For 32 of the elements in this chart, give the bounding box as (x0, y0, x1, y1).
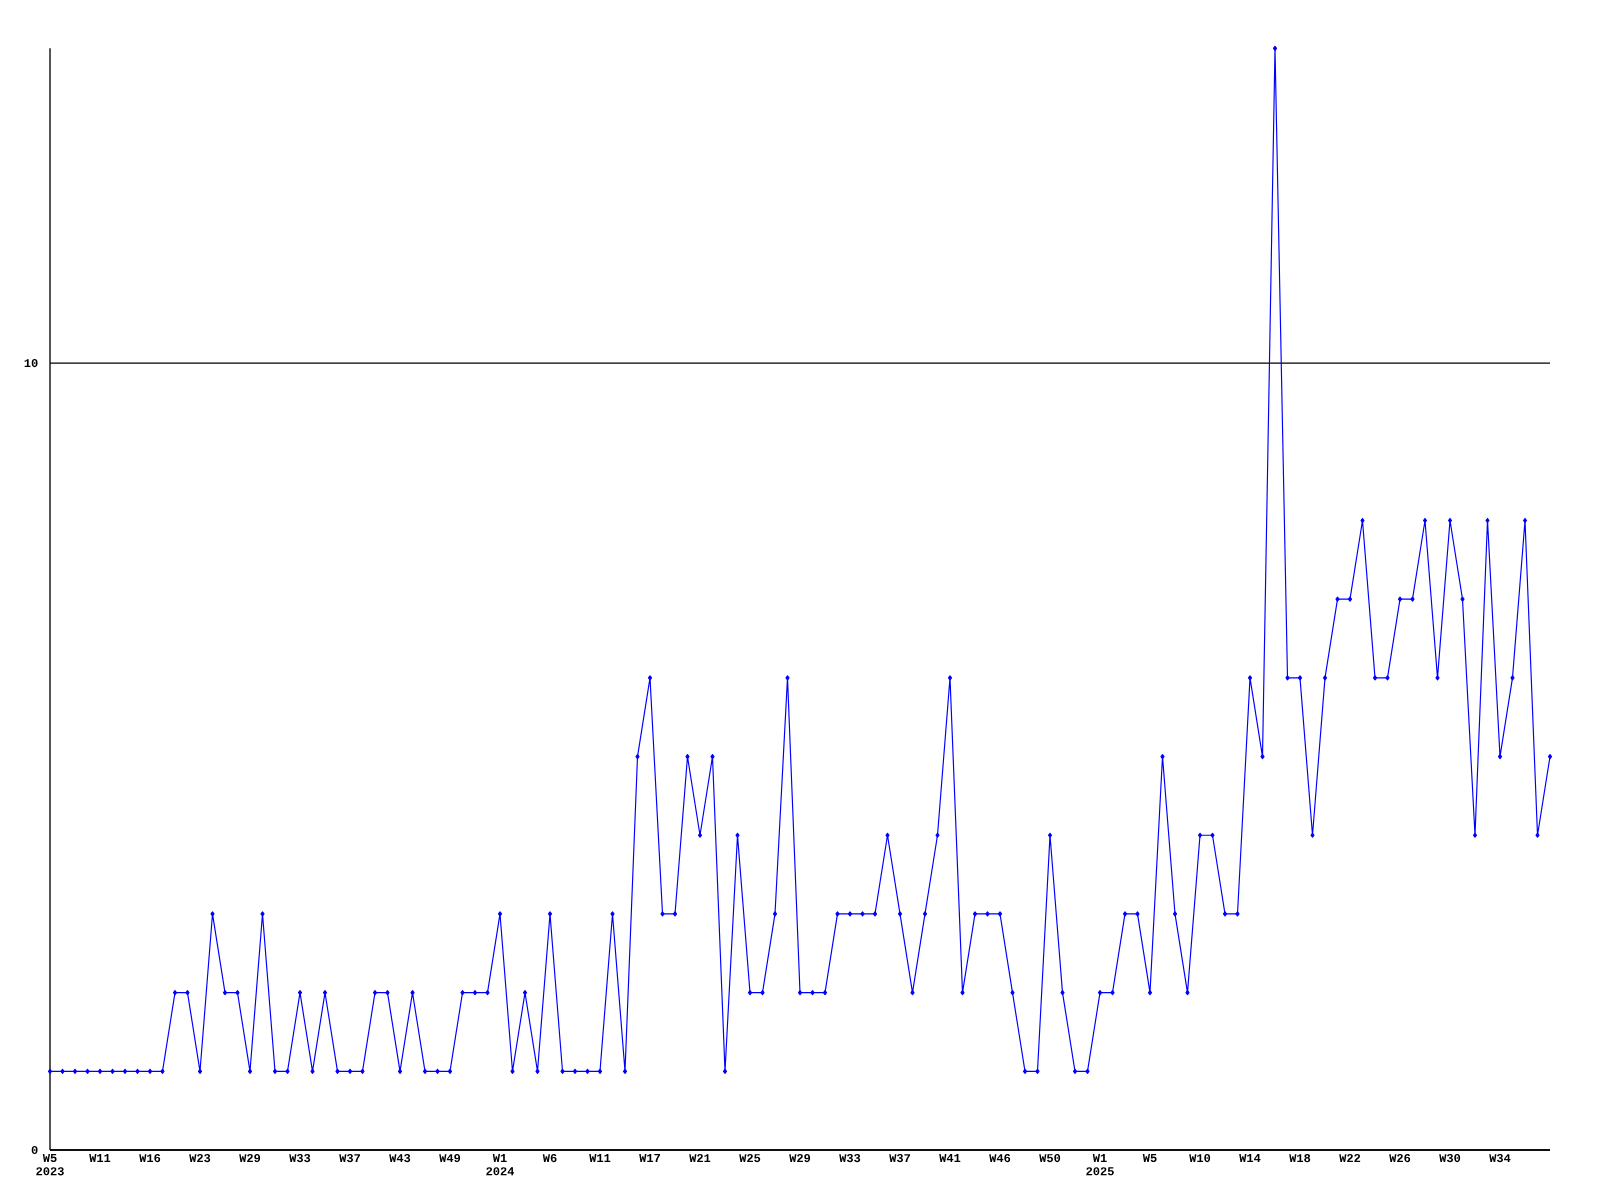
x-tick-label: W22 (1339, 1153, 1361, 1163)
y-tick-label: 10 (24, 359, 38, 368)
x-tick-label: W18 (1289, 1153, 1311, 1163)
y-tick-label: 0 (31, 1145, 38, 1155)
x-tick-label: W1 2024 (486, 1154, 515, 1176)
x-tick-label: W17 (639, 1154, 661, 1162)
x-tick-label: W6 (542, 1153, 557, 1163)
x-tick-label: W33 (839, 1153, 861, 1163)
x-tick-label: W46 (989, 1153, 1011, 1163)
x-tick-label: W29 (239, 1153, 261, 1163)
x-tick-label: W37 (339, 1153, 361, 1163)
x-tick-label: W41 (939, 1154, 961, 1162)
x-tick-label: W23 (189, 1153, 211, 1163)
x-tick-label: W49 (439, 1153, 461, 1163)
x-tick-label: W1 2025 (1086, 1154, 1114, 1176)
x-tick-label: W14 (1239, 1154, 1261, 1162)
x-tick-label: W11 (89, 1154, 111, 1162)
x-tick-label: W5 2023 (36, 1154, 64, 1176)
x-tick-label: W16 (139, 1153, 161, 1163)
x-tick-label: W37 (889, 1153, 911, 1163)
x-tick-label: W5 (1142, 1154, 1157, 1163)
x-tick-label: W21 (689, 1153, 711, 1163)
x-tick-label: W50 (1039, 1153, 1061, 1163)
x-tick-label: W11 (589, 1154, 611, 1162)
x-tick-label: W25 (739, 1153, 761, 1163)
x-tick-label: W43 (389, 1153, 411, 1163)
x-tick-label: W33 (289, 1153, 311, 1163)
x-tick-label: W30 (1439, 1153, 1461, 1163)
x-tick-label: W29 (789, 1153, 811, 1163)
x-tick-label: W10 (1189, 1153, 1211, 1163)
x-tick-label: W34 (1489, 1153, 1511, 1163)
x-tick-label: W26 (1389, 1153, 1411, 1163)
